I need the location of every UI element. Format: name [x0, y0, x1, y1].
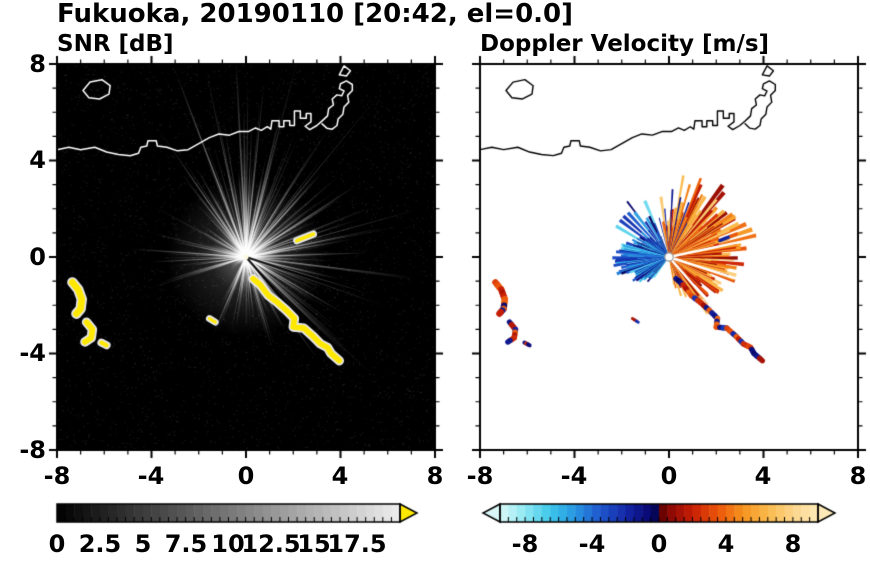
snr-xtick-0: 0 — [237, 462, 255, 490]
snr-xtick-m8: -8 — [43, 462, 71, 490]
snr-cbar-label-2p5: 2.5 — [78, 530, 122, 558]
snr-ytick-8: 8 — [29, 50, 46, 78]
vel-cbar-label-0: 0 — [650, 530, 668, 558]
snr-ytick-m8: -8 — [19, 436, 46, 464]
doppler-ppi-plot — [468, 52, 870, 462]
vel-cbar-label-4: 4 — [717, 530, 735, 558]
snr-cbar-label-17p5: 17.5 — [327, 530, 387, 558]
snr-colorbar — [53, 500, 433, 530]
vel-xtick-8: 8 — [849, 462, 867, 490]
snr-cbar-label-7p5: 7.5 — [164, 530, 208, 558]
snr-cbar-label-15: 15 — [297, 530, 331, 558]
vel-xtick-m4: -4 — [560, 462, 588, 490]
doppler-colorbar — [474, 500, 854, 530]
snr-cbar-label-5: 5 — [134, 530, 152, 558]
snr-cbar-label-10: 10 — [211, 530, 245, 558]
vel-cbar-label-m8: -8 — [511, 530, 539, 558]
snr-cbar-label-0: 0 — [48, 530, 66, 558]
snr-xtick-8: 8 — [426, 462, 444, 490]
snr-ytick-4: 4 — [29, 146, 46, 174]
vel-xtick-m8: -8 — [466, 462, 494, 490]
snr-xtick-4: 4 — [331, 462, 349, 490]
snr-ppi-plot — [45, 52, 447, 462]
vel-cbar-label-8: 8 — [784, 530, 802, 558]
snr-cbar-label-12p5: 12.5 — [241, 530, 301, 558]
snr-xtick-m4: -4 — [137, 462, 165, 490]
vel-xtick-4: 4 — [754, 462, 772, 490]
vel-cbar-label-m4: -4 — [578, 530, 606, 558]
figure-title: Fukuoka, 20190110 [20:42, el=0.0] — [57, 0, 574, 29]
snr-ytick-0: 0 — [29, 243, 46, 271]
snr-ytick-m4: -4 — [19, 339, 46, 367]
vel-xtick-0: 0 — [660, 462, 678, 490]
